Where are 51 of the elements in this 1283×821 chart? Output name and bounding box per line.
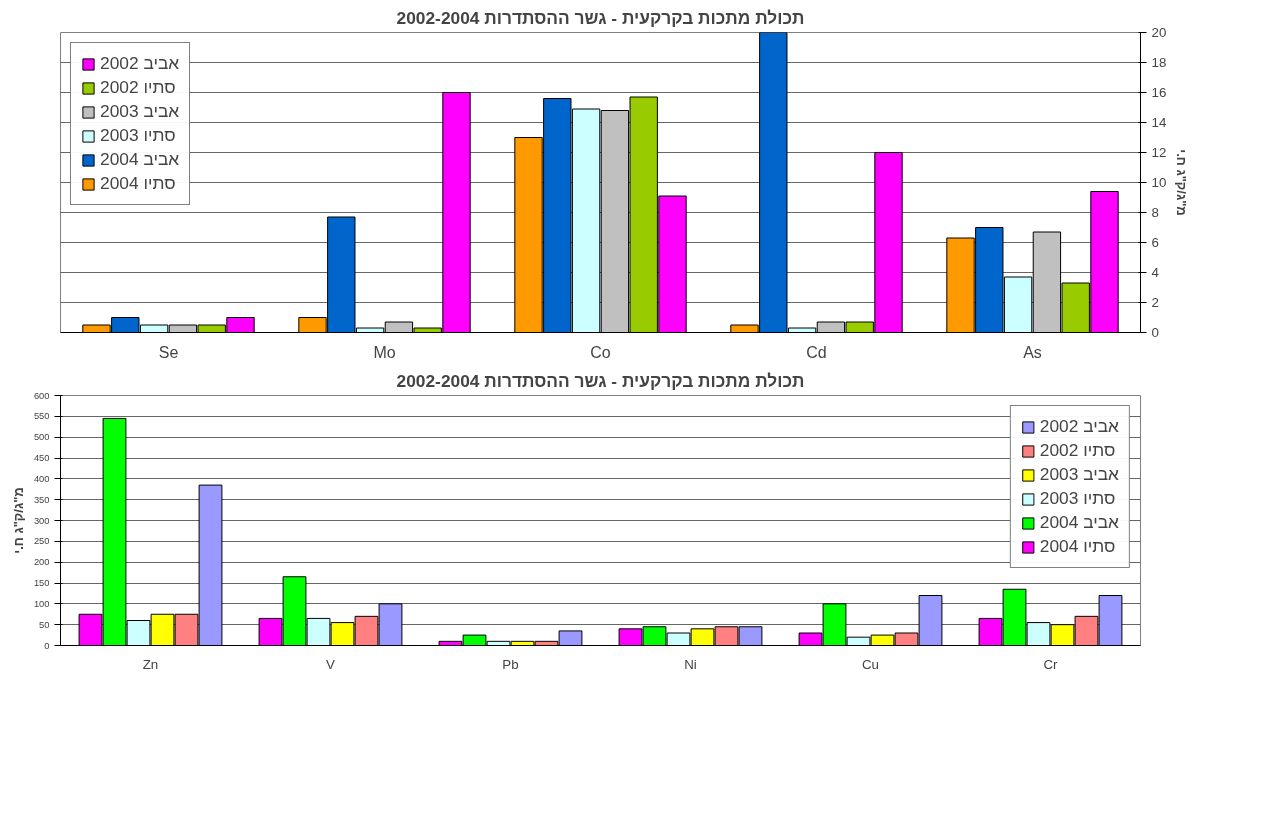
chart-title: תכולת מתכות בקרקעית - גשר ההסתדרות 2002-2004	[396, 370, 805, 391]
legend-label: אביב 2003	[1039, 464, 1119, 485]
x-tick-label: Cd	[806, 343, 827, 361]
legend-label: סתיו 2002	[100, 77, 176, 98]
y2-tick-label: 8	[1151, 205, 1159, 220]
legend-label: אביב 2003	[100, 101, 180, 122]
legend-label: אביב 2002	[1039, 416, 1119, 437]
x-tick-label: As	[1023, 343, 1042, 361]
y-tick-label: 100	[33, 598, 50, 609]
x-tick-label: V	[326, 656, 336, 672]
y-tick-label: 400	[33, 473, 50, 484]
y2-tick-label: 14	[1151, 115, 1167, 130]
x-tick-label: Se	[158, 343, 179, 361]
y2-tick-label: 4	[1151, 265, 1160, 280]
y2-tick-label: 16	[1151, 85, 1167, 100]
y-tick-label: 300	[33, 515, 50, 526]
legend-label: סתיו 2002	[1039, 440, 1116, 461]
y2-tick-label: 20	[1151, 25, 1167, 40]
chart-title: תכולת מתכות בקרקעית - גשר ההסתדרות 2002-2004	[396, 7, 805, 28]
x-tick-label: Cu	[861, 656, 880, 672]
legend-label: אביב 2004	[1039, 512, 1119, 533]
legend-label: סתיו 2003	[1039, 488, 1116, 509]
x-tick-label: Zn	[142, 656, 159, 672]
y2-tick-label: 18	[1151, 55, 1167, 70]
y-tick-label: 500	[33, 432, 50, 443]
x-tick-label: Mo	[373, 343, 396, 361]
y2-tick-label: 10	[1151, 175, 1167, 190]
x-tick-label: Pb	[502, 656, 519, 672]
y2-tick-label: 12	[1151, 145, 1167, 160]
y-tick-label: 450	[33, 453, 50, 463]
y2-tick-label: 2	[1151, 295, 1159, 310]
y-tick-label: 250	[33, 536, 50, 547]
y-tick-label: 150	[33, 578, 50, 588]
y2-tick-label: 0	[1151, 325, 1159, 340]
legend-label: סתיו 2004	[1039, 536, 1116, 557]
y2-axis-title: מ"ג/ק"ג ח.י	[1174, 149, 1190, 216]
legend-label: סתיו 2003	[100, 125, 176, 146]
x-tick-label: Ni	[684, 656, 697, 672]
y-tick-label: 600	[33, 390, 50, 401]
y-tick-label: 350	[33, 494, 50, 505]
legend-label: אביב 2002	[100, 53, 180, 74]
x-tick-label: Co	[590, 343, 611, 361]
y-tick-label: 200	[33, 557, 50, 568]
y-tick-label: 50	[39, 619, 50, 630]
y-axis-title: מ"ג/ק"ג ח.י	[10, 487, 26, 554]
y-tick-label: 0	[44, 640, 50, 651]
legend-label: סתיו 2004	[100, 173, 176, 194]
y-tick-label: 550	[33, 411, 50, 422]
x-tick-label: Cr	[1043, 656, 1059, 672]
legend-label: אביב 2004	[100, 149, 180, 170]
y2-tick-label: 6	[1151, 235, 1159, 250]
